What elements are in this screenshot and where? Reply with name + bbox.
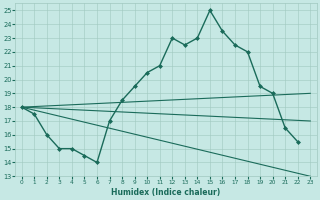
X-axis label: Humidex (Indice chaleur): Humidex (Indice chaleur)	[111, 188, 220, 197]
